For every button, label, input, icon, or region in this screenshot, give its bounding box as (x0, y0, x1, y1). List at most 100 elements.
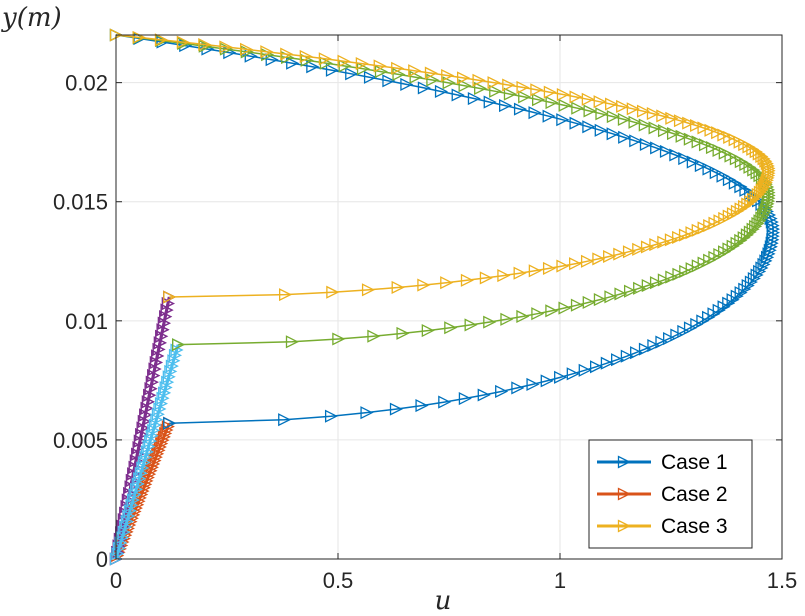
data-point (367, 329, 381, 343)
data-point (299, 49, 313, 63)
data-point (540, 374, 554, 388)
data-point (730, 289, 744, 303)
data-point (657, 124, 672, 138)
data-point (332, 332, 346, 346)
data-point (511, 381, 525, 395)
data-point (666, 126, 681, 141)
data-point (530, 83, 544, 97)
data-point (686, 155, 700, 169)
data-point (580, 254, 595, 268)
data-point (678, 228, 693, 242)
legend-label: Case 2 (661, 483, 728, 506)
data-point (755, 149, 769, 164)
legend-label: Case 1 (661, 451, 728, 474)
y-tick-label: 0.01 (65, 309, 108, 334)
y-axis-label: y(m) (1, 3, 62, 33)
data-point (513, 102, 528, 116)
data-point (760, 157, 774, 171)
data-point (578, 363, 592, 377)
data-point (502, 78, 516, 92)
data-point (629, 134, 643, 148)
data-point (391, 61, 405, 75)
data-point (424, 66, 438, 80)
data-point (566, 367, 580, 381)
data-point (647, 339, 661, 353)
data-point (518, 90, 532, 104)
data-point (750, 166, 764, 180)
data-point (665, 111, 679, 125)
data-point (766, 219, 780, 233)
data-point (499, 99, 513, 113)
data-point (611, 353, 625, 367)
data-point (649, 238, 663, 252)
data-point (318, 52, 332, 66)
data-point (638, 118, 652, 132)
data-point (279, 288, 293, 302)
x-axis-label: u (435, 586, 452, 616)
data-point (440, 276, 454, 290)
data-point (528, 264, 542, 278)
data-point (477, 388, 491, 402)
data-point (691, 135, 705, 149)
y-tick-label: 0.005 (53, 428, 108, 453)
data-point (638, 342, 652, 356)
data-point (730, 236, 744, 250)
data-point (458, 79, 472, 93)
data-point (345, 67, 359, 81)
data-point (569, 90, 583, 104)
data-point (737, 231, 751, 245)
data-point (738, 282, 752, 296)
data-point (542, 261, 557, 275)
data-point (571, 101, 585, 115)
x-tick-label: 1 (554, 568, 566, 593)
stem-line (114, 344, 180, 560)
data-point (685, 226, 699, 240)
data-point (426, 73, 440, 87)
data-point (749, 219, 763, 233)
legend-marker (617, 519, 631, 533)
data-point (558, 301, 572, 315)
data-point (569, 116, 583, 130)
data-point (605, 97, 619, 111)
data-point (757, 152, 771, 166)
data-point (326, 285, 340, 299)
data-point (556, 259, 570, 273)
data-point (717, 300, 731, 314)
data-point (408, 64, 422, 78)
data-point (554, 370, 568, 384)
data-point (617, 112, 631, 126)
data-point (639, 137, 653, 151)
data-point (444, 321, 458, 335)
data-point (442, 76, 456, 90)
y-tick-label: 0 (96, 547, 108, 572)
data-point (583, 104, 597, 118)
data-point (600, 356, 614, 370)
data-point (472, 73, 486, 87)
data-point (606, 110, 620, 124)
data-point (659, 144, 674, 159)
data-point (616, 99, 630, 114)
data-point (244, 49, 258, 63)
data-point (456, 71, 471, 85)
data-point (593, 95, 607, 109)
legend-entry-case-3: Case 3 (597, 515, 728, 538)
data-point (434, 84, 449, 99)
data-point (460, 273, 474, 287)
data-point (705, 141, 720, 155)
data-point (458, 391, 472, 406)
data-point (641, 278, 655, 293)
data-point (677, 324, 691, 339)
data-point (543, 85, 557, 99)
data-point (649, 276, 664, 290)
data-point (758, 205, 772, 219)
data-point (324, 409, 339, 423)
data-point (391, 280, 405, 295)
data-point (683, 132, 697, 146)
data-point (172, 338, 186, 352)
data-point (474, 81, 488, 96)
data-point (497, 269, 511, 283)
data-point (516, 80, 530, 94)
data-point (542, 109, 556, 123)
data-point (300, 53, 314, 67)
data-point (759, 202, 773, 217)
